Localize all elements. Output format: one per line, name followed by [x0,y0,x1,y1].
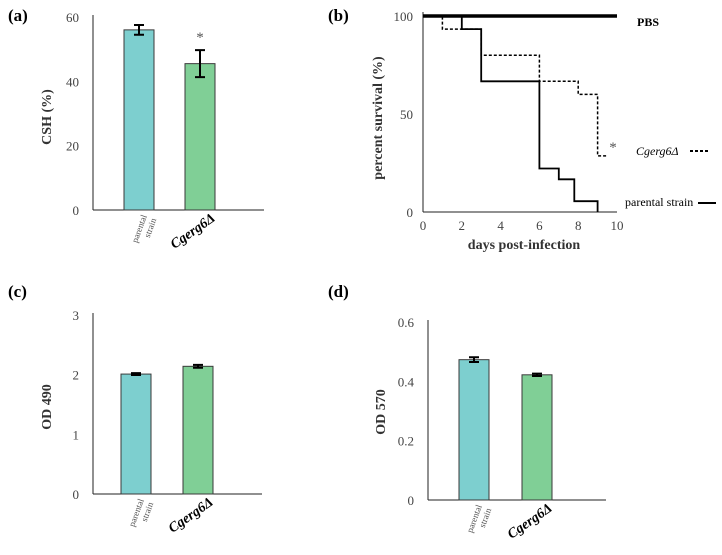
panel-c-ytick-3: 3 [73,308,80,323]
panel-a-label: (a) [8,6,28,25]
panel-a-ytick-0: 0 [73,203,80,218]
panel-c-ytick-1: 1 [73,427,80,442]
panel-d-xlabel-mutant: Cgerg6Δ [505,501,555,542]
panel-a-ytick-1: 20 [66,139,79,154]
panel-b-significance-star: * [609,140,617,156]
panel-b-xtick-1: 2 [459,218,466,233]
legend-pbs-label: PBS [637,15,659,29]
panel-c-xlabel-parental: parentalstrain [127,497,156,532]
panel-a-xlabel-parental: parentalstrain [130,213,159,248]
panel-a-bar-mutant [184,63,216,211]
panel-b-xtick-0: 0 [420,218,427,233]
panel-b-xtick-4: 8 [575,218,582,233]
panel-a-ytick-2: 40 [66,74,79,89]
legend-parental-label: parental strain [625,195,693,209]
panel-d-label: (d) [328,282,349,301]
panel-d-ytick-2: 0.4 [398,374,415,389]
panel-a-errorbar-1 [195,49,205,79]
panel-a-xlabel-mutant: Cgerg6Δ [168,211,218,252]
panel-d-bar-parental [458,359,490,501]
panel-c-ylabel: OD 490 [40,384,55,430]
panel-d-ytick-1: 0.2 [398,434,414,449]
panel-c-ytick-0: 0 [73,487,80,502]
panel-b-xtick-5: 10 [611,218,624,233]
panel-c-bar-mutant [182,365,214,495]
panel-c-errorbar-0 [131,372,141,376]
panel-b-ytick-2: 100 [394,9,414,24]
panel-b-xlabel: days post-infection [468,238,581,253]
panel-d-errorbar-1 [532,372,542,377]
panel-b-ylabel: percent survival (%) [371,56,386,180]
panel-a-ytick-3: 60 [66,10,79,25]
panel-b-xtick-3: 6 [536,218,543,233]
panel-b-series-mutant [423,15,608,157]
panel-d-xlabel-parental: parentalstrain [465,503,494,538]
panel-c-xlabel-mutant: Cgerg6Δ [166,495,216,536]
panel-a-ylabel: CSH (%) [40,89,55,145]
panel-a-errorbar-0 [134,24,144,36]
panel-c-errorbar-1 [193,363,203,369]
panel-b-label: (b) [328,6,349,25]
panel-d-bar-mutant [521,374,553,501]
panel-c-ytick-2: 2 [73,368,80,383]
panel-b-series-parental [423,15,599,212]
plots-layer: 0204060parentalstrain*Cgerg6Δ0123parenta… [66,9,624,542]
panel-b-ytick-1: 50 [400,107,413,122]
panel-c-bar-parental [120,373,152,495]
panel-d-ytick-3: 0.6 [398,315,415,330]
panel-a-bar-parental [123,29,155,211]
panel-c-label: (c) [8,282,27,301]
panel-d-ylabel: OD 570 [374,389,389,435]
legend-mutant-label: Cgerg6Δ [636,144,679,158]
panel-b-ytick-0: 0 [407,205,414,220]
panel-d-errorbar-0 [469,356,479,364]
panel-d-ytick-0: 0 [408,493,415,508]
panel-b-xtick-2: 4 [497,218,504,233]
panel-a-significance-star: * [196,30,204,46]
